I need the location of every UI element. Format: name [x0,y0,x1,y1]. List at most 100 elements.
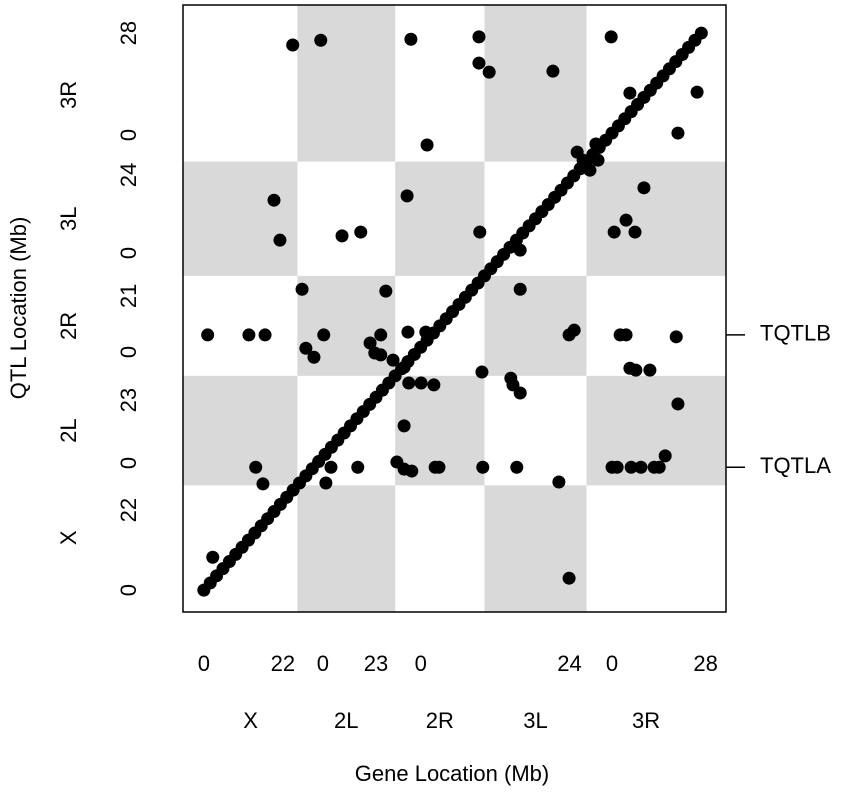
point [335,229,349,243]
point [513,243,527,257]
point [363,336,377,350]
point [432,460,446,474]
point [256,477,270,491]
point [420,138,434,152]
point [552,475,566,489]
x-tick-label: 0 [415,651,427,676]
shaded-region [183,161,298,276]
point [513,386,527,400]
x-region-label: X [243,708,258,733]
plot-frame [182,4,727,613]
x-region-label: 3L [523,708,547,733]
point [286,38,300,52]
y-region-label: 3L [56,207,81,231]
point [379,284,393,298]
annotation-label: TQTLA [760,453,831,478]
point [562,571,576,585]
point [607,225,621,239]
point [314,33,328,47]
point [273,233,287,247]
point [374,328,388,342]
point [513,282,527,296]
y-region-label: 3R [56,81,81,109]
shaded-region [586,161,726,276]
point [401,325,415,339]
point [473,225,487,239]
point [629,363,643,377]
point [634,460,648,474]
x-tick-label: 0 [317,651,329,676]
point [643,363,657,377]
y-tick-label: 21 [116,284,141,308]
point [637,181,651,195]
point [397,419,411,433]
point [419,325,433,339]
point [307,350,321,364]
point [299,341,313,355]
point [546,64,560,78]
point [267,193,281,207]
x-tick-label: 22 [271,651,295,676]
point [476,460,490,474]
x-tick-label: 28 [693,651,717,676]
point [690,85,704,99]
y-tick-label: 28 [116,21,141,45]
point [619,328,633,342]
y-tick-label: 0 [116,584,141,596]
point [669,330,683,344]
y-tick-label: 0 [116,129,141,141]
point [475,365,489,379]
y-tick-label: 23 [116,388,141,412]
point [405,464,419,478]
point [404,32,418,46]
point [414,376,428,390]
shaded-region [297,5,396,162]
shaded-region [484,5,587,162]
x-tick-label: 23 [364,651,388,676]
point [583,163,597,177]
x-region-label: 2L [334,708,358,733]
point [604,30,618,44]
annotation-label: TQTLB [760,321,831,346]
x-tick-label: 24 [557,651,581,676]
y-axis-title: QTL Location (Mb) [6,217,31,400]
point [374,348,388,362]
point [562,328,576,342]
point [206,550,220,564]
shaded-region [395,161,485,276]
point [658,449,672,463]
point [402,376,416,390]
y-region-label: X [56,530,81,545]
point [324,460,338,474]
point [652,460,666,474]
point [591,153,605,167]
shaded-region [297,485,396,612]
point [576,153,590,167]
y-tick-label: 0 [116,346,141,358]
point [610,460,624,474]
x-region-label: 2R [426,708,454,733]
point [242,328,256,342]
point [623,86,637,100]
x-region-label: 3R [632,708,660,733]
shaded-region [484,485,587,612]
point [472,30,486,44]
point [472,56,486,70]
shaded-region [183,375,298,486]
y-tick-label: 22 [116,498,141,522]
y-region-label: 2L [56,418,81,442]
x-axis-title: Gene Location (Mb) [355,761,549,786]
point [671,397,685,411]
point [510,460,524,474]
point [694,26,708,40]
y-tick-label: 0 [116,457,141,469]
point [624,460,638,474]
point [619,213,633,227]
y-tick-label: 0 [116,247,141,259]
point [397,360,411,374]
point [201,328,215,342]
point [258,328,272,342]
point [400,189,414,203]
